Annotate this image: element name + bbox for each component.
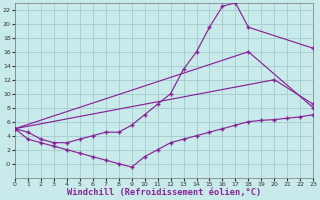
X-axis label: Windchill (Refroidissement éolien,°C): Windchill (Refroidissement éolien,°C) [67, 188, 261, 197]
